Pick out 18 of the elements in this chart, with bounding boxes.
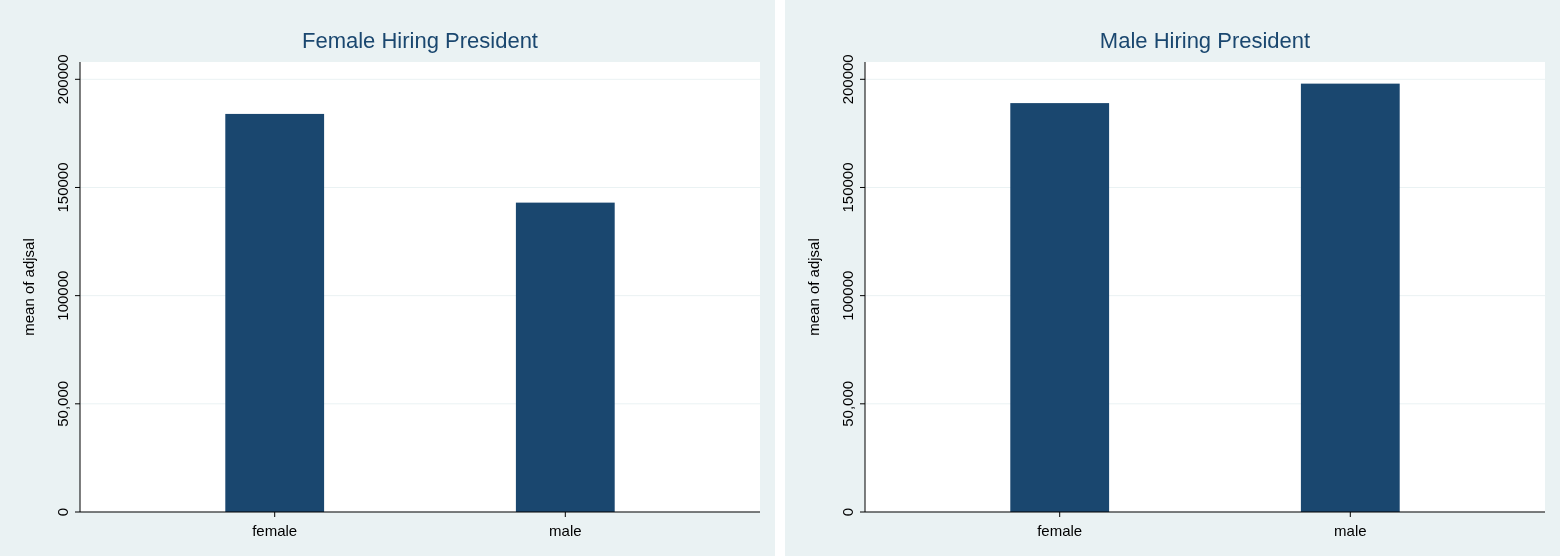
y-tick-label: 200000 bbox=[839, 54, 856, 105]
y-tick-label: 0 bbox=[54, 507, 71, 517]
y-tick-label: 100000 bbox=[54, 270, 71, 321]
x-tick-label: male bbox=[1334, 522, 1367, 539]
y-tick-label: 50,000 bbox=[839, 380, 856, 427]
chart-title: Female Hiring President bbox=[302, 28, 538, 53]
chart-title: Male Hiring President bbox=[1099, 28, 1311, 53]
y-tick-label: 0 bbox=[839, 507, 856, 517]
y-tick-label: 150000 bbox=[839, 162, 856, 213]
x-tick-label: female bbox=[1037, 522, 1083, 539]
y-axis-title: mean of adjsal bbox=[20, 238, 37, 336]
y-axis-title: mean of adjsal bbox=[805, 238, 822, 336]
y-tick-label: 150000 bbox=[54, 162, 71, 213]
x-tick-label: female bbox=[252, 522, 298, 539]
y-tick-label: 200000 bbox=[54, 54, 71, 105]
y-tick-label: 100000 bbox=[839, 270, 856, 321]
x-tick-label: male bbox=[549, 522, 582, 539]
y-tick-label: 50,000 bbox=[54, 380, 71, 427]
